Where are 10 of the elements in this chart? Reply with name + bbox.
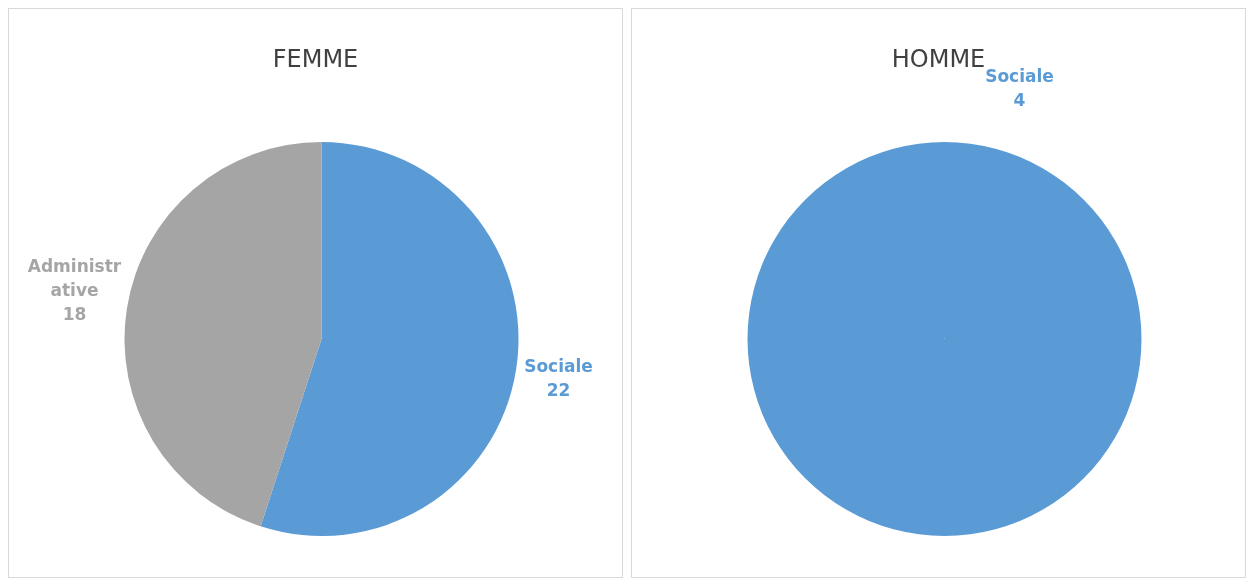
pie-slice <box>124 142 322 527</box>
data-label: 4 <box>1013 90 1026 110</box>
pie-slice <box>260 142 519 536</box>
slice-label: Sociale <box>524 356 593 377</box>
data-label: 22 <box>546 380 571 401</box>
slice-label: Sociale <box>985 66 1054 86</box>
chart-title: HOMME <box>890 45 986 73</box>
chart-title: FEMME <box>271 45 360 73</box>
slice-label: Administrative <box>27 255 122 300</box>
data-label: 18 <box>62 303 87 324</box>
